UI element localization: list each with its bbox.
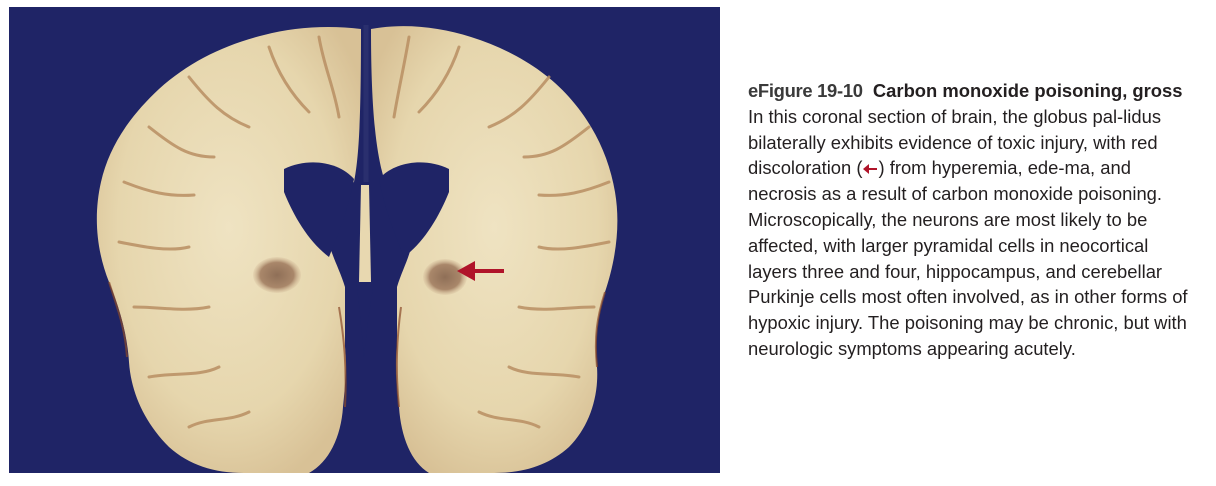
caption-body: In this coronal section of brain, the gl… — [748, 104, 1188, 362]
figure-label: eFigure 19-10 — [748, 80, 863, 101]
red-arrow-icon — [457, 261, 504, 281]
cortical-sulci — [117, 35, 611, 429]
third-ventricle — [354, 267, 377, 357]
edge-staining — [108, 281, 606, 408]
caption-text-after-arrow: ) from hyperemia, ede-ma, and necrosis a… — [748, 157, 1188, 359]
left-globus-pallidus-lesion — [253, 257, 301, 293]
right-hemisphere — [371, 26, 618, 473]
figure-caption: eFigure 19-10 Carbon monoxide poisoning,… — [748, 78, 1188, 362]
caption-heading: eFigure 19-10 Carbon monoxide poisoning,… — [748, 78, 1188, 104]
left-arrow-icon — [863, 164, 878, 175]
brain-section-photo — [9, 7, 720, 473]
right-ventricle — [379, 162, 449, 257]
figure-title: Carbon monoxide poisoning, gross — [872, 80, 1183, 101]
caption-text-before-arrow: In this coronal section of brain, the gl… — [748, 105, 1162, 179]
right-globus-pallidus-lesion — [423, 259, 467, 295]
septum — [359, 185, 371, 282]
brain-section-illustration — [96, 25, 618, 473]
left-ventricle — [284, 162, 354, 257]
